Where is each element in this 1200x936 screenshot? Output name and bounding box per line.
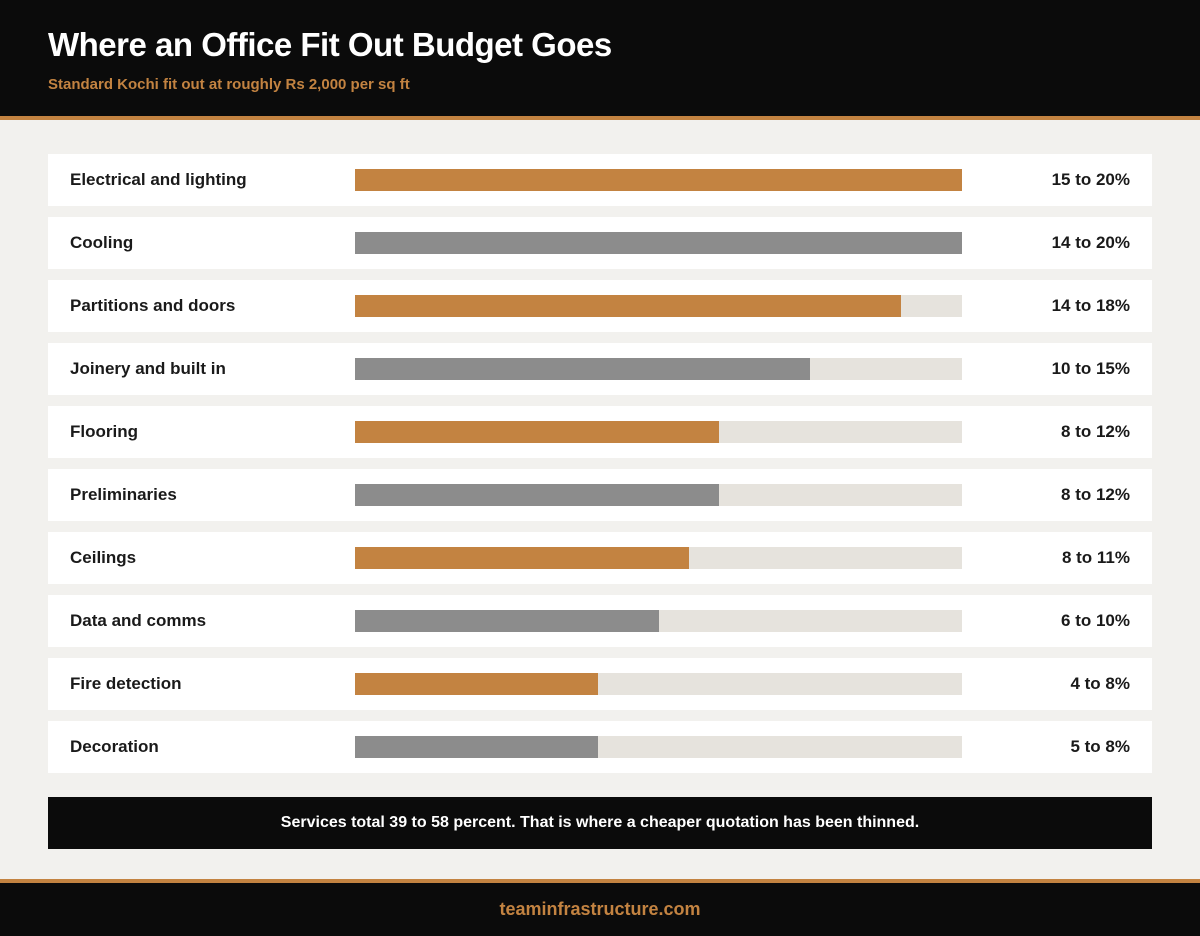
bar-chart: Electrical and lighting 15 to 20% Cooling 1… (48, 154, 1152, 784)
value-label: 8 to 11% (1061, 548, 1130, 567)
category-label: Decoration (70, 737, 159, 756)
chart-row: Data and comms 6 to 10% (48, 595, 1152, 647)
value-label: 14 to 20% (1051, 233, 1130, 252)
chart-row: Decoration 5 to 8% (48, 721, 1152, 773)
category-label: Electrical and lighting (70, 170, 247, 189)
category-label: Ceilings (70, 548, 137, 567)
category-label: Cooling (70, 233, 134, 252)
bar (355, 169, 962, 191)
chart-row: Flooring 8 to 12% (48, 406, 1152, 458)
bar (355, 232, 962, 254)
value-label: 8 to 12% (1061, 485, 1130, 504)
chart-row: Ceilings 8 to 11% (48, 532, 1152, 584)
value-label: 6 to 10% (1061, 611, 1130, 630)
bar (355, 736, 598, 758)
summary-note: Services total 39 to 58 percent. That is… (48, 797, 1152, 849)
value-label: 14 to 18% (1051, 296, 1130, 315)
bar-track (355, 673, 962, 695)
chart-row: Cooling 14 to 20% (48, 217, 1152, 269)
bar (355, 421, 720, 443)
category-label: Data and comms (70, 611, 207, 630)
footer: teaminfrastructure.com (0, 879, 1200, 936)
bar (355, 295, 902, 317)
bar (355, 484, 720, 506)
bar-track (355, 484, 962, 506)
bar (355, 610, 659, 632)
chart-row: Fire detection 4 to 8% (48, 658, 1152, 710)
bar-track (355, 547, 962, 569)
chart-row: Electrical and lighting 15 to 20% (48, 154, 1152, 206)
category-label: Flooring (70, 422, 138, 441)
bar-track (355, 169, 962, 191)
bar-track (355, 295, 962, 317)
bar-track (355, 736, 962, 758)
bar-track (355, 232, 962, 254)
category-label: Joinery and built in (70, 359, 226, 378)
chart-row: Joinery and built in 10 to 15% (48, 343, 1152, 395)
bar (355, 673, 598, 695)
chart-row: Preliminaries 8 to 12% (48, 469, 1152, 521)
category-label: Preliminaries (70, 485, 177, 504)
page-title: Where an Office Fit Out Budget Goes (48, 26, 612, 63)
value-label: 5 to 8% (1070, 737, 1130, 756)
page-subtitle: Standard Kochi fit out at roughly Rs 2,0… (48, 76, 410, 93)
value-label: 10 to 15% (1051, 359, 1130, 378)
bar-track (355, 358, 962, 380)
bar (355, 547, 689, 569)
value-label: 4 to 8% (1070, 674, 1130, 693)
bar-track (355, 421, 962, 443)
category-label: Partitions and doors (70, 296, 236, 315)
category-label: Fire detection (70, 674, 182, 693)
value-label: 8 to 12% (1061, 422, 1130, 441)
chart-row: Partitions and doors 14 to 18% (48, 280, 1152, 332)
value-label: 15 to 20% (1051, 170, 1130, 189)
bar-track (355, 610, 962, 632)
footer-website[interactable]: teaminfrastructure.com (499, 899, 701, 919)
header: Where an Office Fit Out Budget Goes Stan… (0, 0, 1200, 120)
bar (355, 358, 811, 380)
